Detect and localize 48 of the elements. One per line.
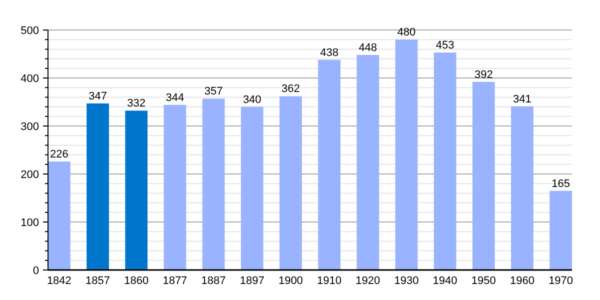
y-tick-label: 100 xyxy=(20,216,39,229)
x-tick-label: 1910 xyxy=(317,275,342,287)
x-tick-label: 1940 xyxy=(432,275,458,287)
data-label: 165 xyxy=(552,178,570,190)
data-label: 347 xyxy=(88,90,107,102)
data-label: 344 xyxy=(166,92,184,104)
data-label: 392 xyxy=(474,68,493,81)
bar xyxy=(356,54,380,270)
bar xyxy=(86,103,109,270)
y-tick-label: 300 xyxy=(20,120,39,133)
x-tick-label: 1897 xyxy=(240,275,264,287)
data-label: 226 xyxy=(50,148,68,161)
x-tick-label: 1860 xyxy=(124,275,149,287)
bar xyxy=(280,96,302,270)
data-label: 332 xyxy=(127,98,146,110)
data-label: 357 xyxy=(204,86,223,98)
y-tick-label: 0 xyxy=(32,264,39,277)
bar xyxy=(164,104,186,270)
data-label: 362 xyxy=(282,83,300,96)
x-tick-label: 1900 xyxy=(278,275,303,287)
y-tick-label: 200 xyxy=(20,168,39,181)
data-label: 448 xyxy=(358,42,378,54)
data-label: 453 xyxy=(436,40,454,52)
bar xyxy=(395,40,418,270)
x-tick-label: 1930 xyxy=(394,275,419,287)
x-tick-label: 1960 xyxy=(510,275,534,287)
bar xyxy=(202,98,225,270)
x-tick-label: 1950 xyxy=(471,275,496,287)
y-tick-label: 500 xyxy=(20,24,39,37)
bar xyxy=(550,190,572,270)
data-label: 438 xyxy=(320,46,338,59)
bar xyxy=(511,106,534,270)
bar xyxy=(48,162,70,270)
data-label: 480 xyxy=(397,26,416,39)
x-tick-label: 1842 xyxy=(46,275,72,287)
data-label: 340 xyxy=(242,94,262,106)
bar xyxy=(318,60,340,270)
bar xyxy=(240,106,264,270)
y-tick-label: 400 xyxy=(20,72,39,85)
bar xyxy=(472,82,495,270)
x-tick-label: 1920 xyxy=(356,275,380,287)
bar xyxy=(125,110,148,270)
x-tick-label: 1970 xyxy=(548,275,574,287)
x-tick-label: 1857 xyxy=(86,275,110,287)
bar xyxy=(434,52,456,270)
x-tick-label: 1887 xyxy=(201,275,226,287)
x-tick-label: 1877 xyxy=(162,275,188,287)
data-label: 341 xyxy=(513,93,532,106)
